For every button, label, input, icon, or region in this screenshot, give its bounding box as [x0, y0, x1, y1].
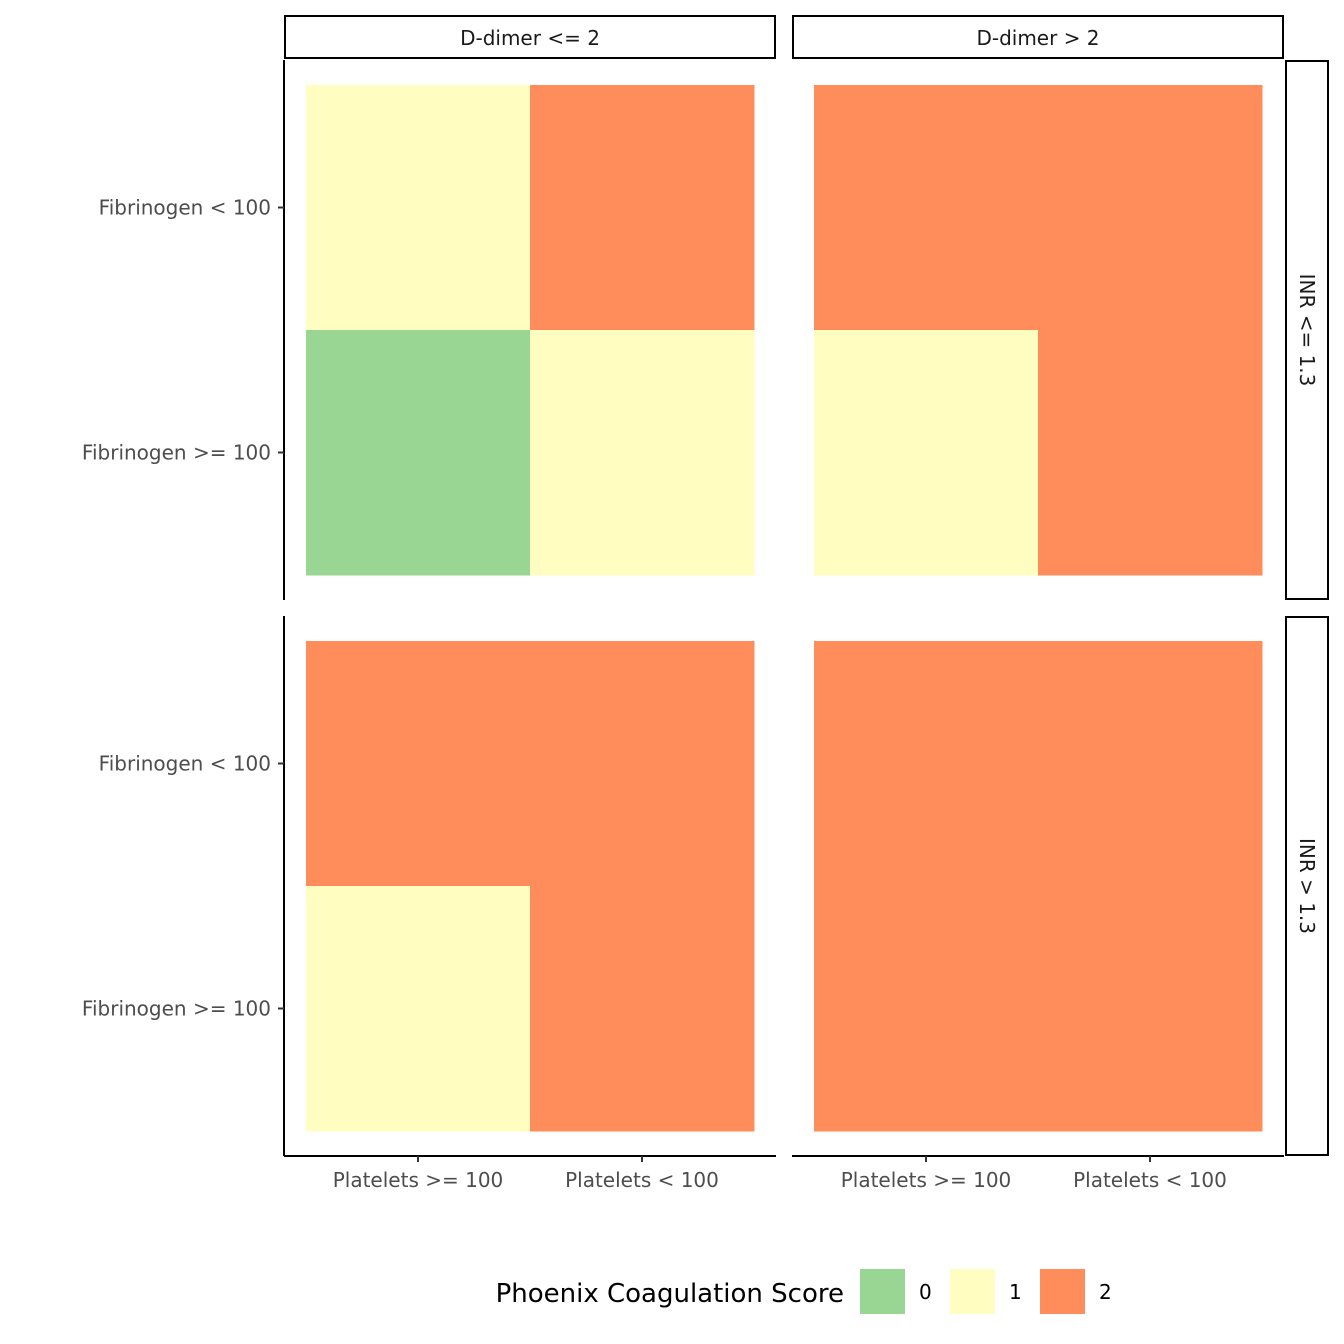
facet-strip-right [1285, 60, 1329, 600]
facet-col-label: D-dimer > 2 [976, 26, 1099, 50]
heatmap-tile [530, 85, 755, 331]
facet-row-label: INR > 1.3 [1295, 838, 1319, 934]
facet-row-label: INR <= 1.3 [1295, 274, 1319, 387]
heatmap-tile [306, 886, 531, 1132]
heatmap-tile [306, 85, 531, 331]
legend-title: Phoenix Coagulation Score [496, 1279, 844, 1309]
legend-label: 0 [919, 1280, 932, 1304]
legend-key [950, 1269, 995, 1314]
legend-key [860, 1269, 905, 1314]
heatmap-tile [306, 330, 531, 576]
y-tick-label: Fibrinogen < 100 [99, 196, 271, 220]
facet-strip-right [1285, 616, 1329, 1156]
heatmap-tile [530, 886, 755, 1132]
x-tick-label: Platelets < 100 [1073, 1168, 1227, 1192]
y-tick-label: Fibrinogen >= 100 [82, 997, 271, 1021]
x-tick-label: Platelets < 100 [565, 1168, 719, 1192]
legend-label: 2 [1099, 1280, 1112, 1304]
heatmap-tile [1038, 330, 1263, 576]
facet-col-label: D-dimer <= 2 [460, 26, 600, 50]
x-tick-label: Platelets >= 100 [841, 1168, 1012, 1192]
facet-strip-top [284, 15, 776, 59]
heatmap-tile [1038, 641, 1263, 887]
heatmap-tile [814, 330, 1039, 576]
y-tick-label: Fibrinogen < 100 [99, 752, 271, 776]
heatmap-tile [1038, 886, 1263, 1132]
heatmap-tile [814, 641, 1039, 887]
legend-label: 1 [1009, 1280, 1022, 1304]
legend-key [1040, 1269, 1085, 1314]
heatmap-tile [814, 85, 1039, 331]
heatmap-tile [1038, 85, 1263, 331]
x-tick-label: Platelets >= 100 [333, 1168, 504, 1192]
y-tick-label: Fibrinogen >= 100 [82, 441, 271, 465]
heatmap-tile [530, 641, 755, 887]
facet-strip-top [792, 15, 1284, 59]
heatmap-tile [530, 330, 755, 576]
heatmap-tile [814, 886, 1039, 1132]
heatmap-tile [306, 641, 531, 887]
